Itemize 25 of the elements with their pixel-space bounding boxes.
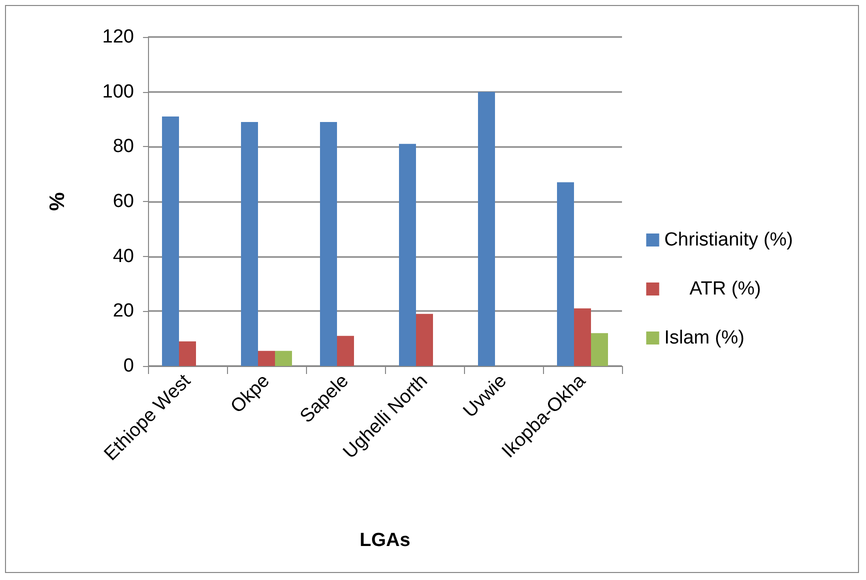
bar: [241, 122, 258, 366]
bar: [258, 350, 275, 366]
bar: [320, 122, 337, 366]
y-tick-label: 60: [112, 191, 134, 212]
y-tick-label: 40: [112, 246, 134, 267]
y-tick-label: 120: [102, 26, 134, 48]
bar: [591, 333, 608, 366]
legend-label: Christianity (%): [664, 230, 794, 250]
x-axis-title: LGAs: [360, 530, 410, 551]
legend-label: Islam (%): [664, 328, 744, 348]
y-tick-label: 20: [112, 300, 134, 322]
bar: [574, 308, 591, 366]
bar: [162, 116, 179, 366]
bar: [557, 182, 574, 366]
bar: [478, 92, 495, 366]
bar: [416, 314, 433, 366]
bar: [275, 350, 292, 366]
bar: [399, 144, 416, 366]
y-tick-label: 0: [123, 356, 134, 376]
y-axis-title: %: [46, 192, 69, 211]
y-tick-label: 80: [112, 136, 134, 158]
legend-label: ATR (%): [664, 278, 761, 300]
y-tick-label: 100: [102, 81, 134, 102]
bar: [337, 336, 354, 366]
bar: [179, 341, 196, 366]
